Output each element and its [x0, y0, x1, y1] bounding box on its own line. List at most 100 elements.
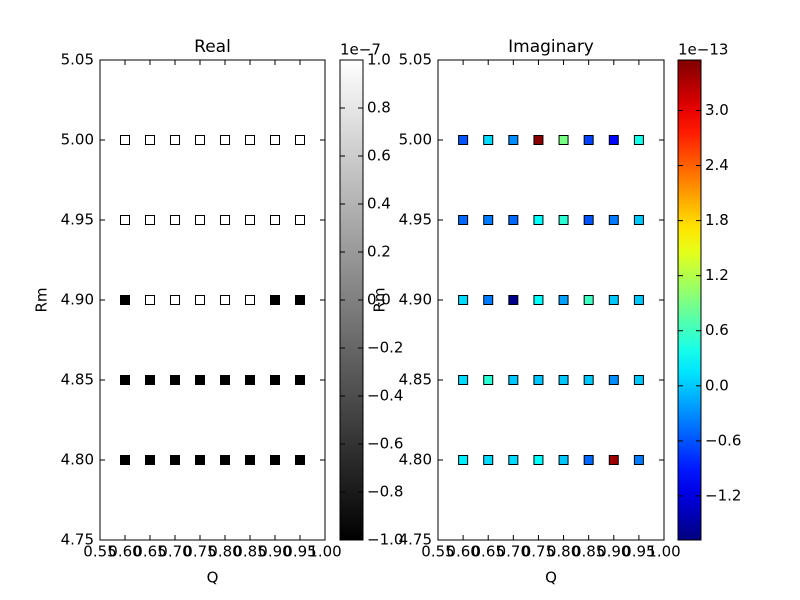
x-tick-label: 0.60: [108, 543, 141, 561]
marker: [120, 375, 130, 385]
marker: [483, 135, 494, 145]
x-tick-label: 0.55: [83, 543, 116, 561]
marker: [295, 455, 305, 465]
marker: [245, 215, 255, 225]
marker: [458, 135, 469, 145]
marker: [220, 455, 230, 465]
marker: [295, 215, 305, 225]
x-tick-label: 0.65: [133, 543, 166, 561]
marker: [483, 215, 494, 225]
plot-area: [100, 60, 325, 540]
colorbar-tick-label: −0.8: [367, 483, 403, 501]
marker: [608, 295, 619, 305]
x-tick-label: 1.00: [647, 543, 680, 561]
y-tick-label: 4.90: [61, 291, 94, 309]
colorbar-tick-label: 0.0: [367, 291, 391, 309]
colorbar-tick-label: 1.0: [367, 51, 391, 69]
marker: [145, 295, 155, 305]
marker: [508, 455, 519, 465]
marker: [508, 375, 519, 385]
marker: [170, 135, 180, 145]
x-tick-label: 0.75: [522, 543, 555, 561]
marker: [220, 215, 230, 225]
marker: [608, 455, 619, 465]
marker: [533, 295, 544, 305]
marker: [220, 135, 230, 145]
colorbar-tick-label: 1.8: [705, 211, 729, 229]
y-tick-label: 4.75: [399, 531, 432, 549]
marker: [633, 375, 644, 385]
marker: [533, 375, 544, 385]
x-tick-label: 1.00: [308, 543, 341, 561]
marker: [583, 215, 594, 225]
x-axis-label: Q: [545, 569, 557, 587]
y-tick-label: 5.00: [399, 131, 432, 149]
x-tick-label: 0.70: [497, 543, 530, 561]
colorbar-tick-label: −0.2: [367, 339, 403, 357]
marker: [633, 135, 644, 145]
x-tick-label: 0.85: [572, 543, 605, 561]
marker: [458, 295, 469, 305]
plot-area: [438, 60, 664, 540]
y-tick-label: 4.80: [399, 451, 432, 469]
y-tick-label: 5.05: [399, 51, 432, 69]
y-tick-label: 4.95: [399, 211, 432, 229]
marker: [120, 215, 130, 225]
colorbar-offset: 1e−13: [678, 41, 728, 59]
marker: [195, 215, 205, 225]
y-tick-label: 4.95: [61, 211, 94, 229]
y-axis-label: Rm: [33, 287, 51, 312]
marker: [558, 215, 569, 225]
marker: [558, 135, 569, 145]
x-tick-label: 0.80: [208, 543, 241, 561]
marker: [633, 215, 644, 225]
marker: [483, 295, 494, 305]
marker: [608, 375, 619, 385]
marker: [145, 455, 155, 465]
marker: [120, 135, 130, 145]
marker: [245, 375, 255, 385]
x-tick-label: 0.90: [597, 543, 630, 561]
marker: [508, 295, 519, 305]
marker: [220, 295, 230, 305]
colorbar-tick-label: 1.2: [705, 266, 729, 284]
y-tick-label: 4.75: [61, 531, 94, 549]
x-tick-label: 0.75: [183, 543, 216, 561]
marker: [195, 295, 205, 305]
marker: [533, 215, 544, 225]
x-tick-label: 0.60: [446, 543, 479, 561]
marker: [295, 295, 305, 305]
marker: [220, 375, 230, 385]
marker: [145, 375, 155, 385]
marker: [633, 455, 644, 465]
colorbar-tick-label: 3.0: [705, 101, 729, 119]
marker: [270, 455, 280, 465]
marker: [458, 455, 469, 465]
marker: [170, 455, 180, 465]
marker: [120, 295, 130, 305]
marker: [583, 135, 594, 145]
marker: [458, 375, 469, 385]
marker: [145, 215, 155, 225]
marker: [583, 375, 594, 385]
chart-title: Imaginary: [508, 37, 594, 57]
x-tick-label: 0.85: [233, 543, 266, 561]
marker: [483, 455, 494, 465]
x-tick-label: 0.90: [258, 543, 291, 561]
marker: [270, 295, 280, 305]
y-tick-label: 4.85: [61, 371, 94, 389]
marker: [458, 215, 469, 225]
marker: [483, 375, 494, 385]
marker: [195, 135, 205, 145]
y-tick-label: 5.05: [61, 51, 94, 69]
marker: [270, 135, 280, 145]
x-tick-label: 0.80: [547, 543, 580, 561]
x-tick-label: 0.65: [472, 543, 505, 561]
x-tick-label: 0.70: [158, 543, 191, 561]
colorbar-tick-label: 2.4: [705, 156, 729, 174]
marker: [583, 295, 594, 305]
colorbar: [677, 59, 702, 541]
colorbar-tick-label: −1.0: [367, 531, 403, 549]
y-axis-label: Rm: [371, 287, 389, 312]
